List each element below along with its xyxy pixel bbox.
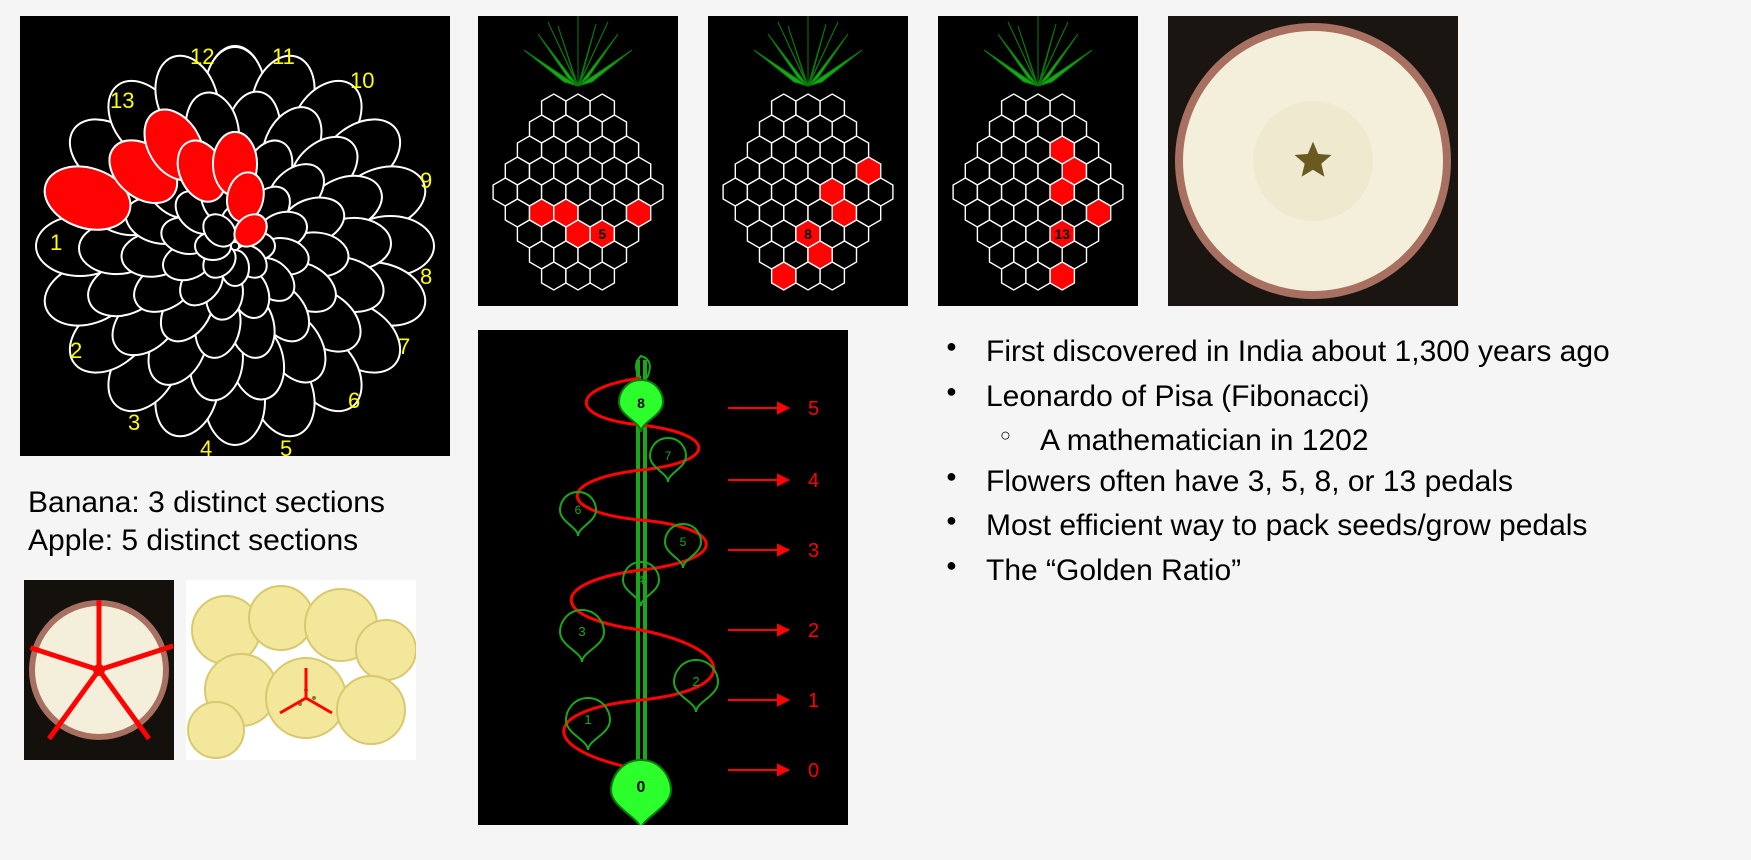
flower-svg bbox=[20, 16, 450, 456]
flower-label-4: 4 bbox=[200, 436, 212, 462]
flower-label-1: 1 bbox=[50, 230, 62, 256]
svg-text:5: 5 bbox=[598, 226, 606, 242]
axis-0: 0 bbox=[808, 760, 819, 782]
fact-item: First discovered in India about 1,300 ye… bbox=[930, 332, 1720, 373]
pinecone-flower-diagram: 1 2 3 4 5 6 7 8 9 10 11 12 13 bbox=[20, 16, 450, 456]
fact-subitem: A mathematician in 1202 bbox=[930, 421, 1720, 462]
flower-label-11: 11 bbox=[272, 44, 295, 70]
flower-label-7: 7 bbox=[398, 334, 410, 360]
axis-5: 5 bbox=[808, 398, 819, 420]
apple-cross-section-photo bbox=[1168, 16, 1458, 306]
flower-label-12: 12 bbox=[190, 44, 214, 70]
axis-1: 1 bbox=[808, 690, 819, 712]
svg-text:3: 3 bbox=[578, 624, 585, 639]
flower-label-8: 8 bbox=[420, 264, 432, 290]
banana-line: Banana: 3 distinct sections bbox=[28, 484, 385, 522]
fact-item: Most efficient way to pack seeds/grow pe… bbox=[930, 506, 1720, 547]
banana-3-sections-photo bbox=[186, 580, 416, 760]
axis-3: 3 bbox=[808, 540, 819, 562]
svg-text:8: 8 bbox=[637, 395, 645, 411]
fact-item: Flowers often have 3, 5, 8, or 13 pedals bbox=[930, 462, 1720, 503]
flower-label-3: 3 bbox=[128, 410, 140, 436]
svg-text:13: 13 bbox=[1054, 226, 1070, 242]
svg-text:2: 2 bbox=[692, 674, 699, 689]
flower-label-13: 13 bbox=[110, 88, 134, 114]
apple-5-sections-photo bbox=[24, 580, 174, 760]
svg-text:0: 0 bbox=[637, 779, 646, 796]
svg-text:1: 1 bbox=[584, 712, 591, 727]
fact-item: Leonardo of Pisa (Fibonacci) bbox=[930, 377, 1720, 418]
flower-label-10: 10 bbox=[350, 68, 374, 94]
flower-label-2: 2 bbox=[70, 338, 82, 364]
plant-phyllotaxis-diagram: 0 1 2 3 4 5 0 1 2 3 4 bbox=[478, 330, 848, 825]
axis-2: 2 bbox=[808, 620, 819, 642]
pineapple-diagram-5: 5 bbox=[478, 16, 678, 306]
flower-label-5: 5 bbox=[280, 436, 292, 462]
fact-item: The “Golden Ratio” bbox=[930, 551, 1720, 592]
fibonacci-facts-list: First discovered in India about 1,300 ye… bbox=[930, 332, 1720, 595]
flower-label-9: 9 bbox=[420, 168, 432, 194]
svg-text:8: 8 bbox=[804, 226, 812, 242]
svg-text:5: 5 bbox=[680, 535, 687, 549]
apple-line: Apple: 5 distinct sections bbox=[28, 522, 385, 560]
axis-4: 4 bbox=[808, 470, 819, 492]
svg-text:4: 4 bbox=[638, 573, 645, 587]
svg-text:7: 7 bbox=[665, 449, 672, 463]
pineapple-diagram-8: 8 bbox=[708, 16, 908, 306]
fruit-sections-text: Banana: 3 distinct sections Apple: 5 dis… bbox=[28, 484, 385, 559]
pineapple-diagram-13: 13 bbox=[938, 16, 1138, 306]
svg-text:6: 6 bbox=[575, 503, 582, 517]
flower-label-6: 6 bbox=[348, 388, 360, 414]
